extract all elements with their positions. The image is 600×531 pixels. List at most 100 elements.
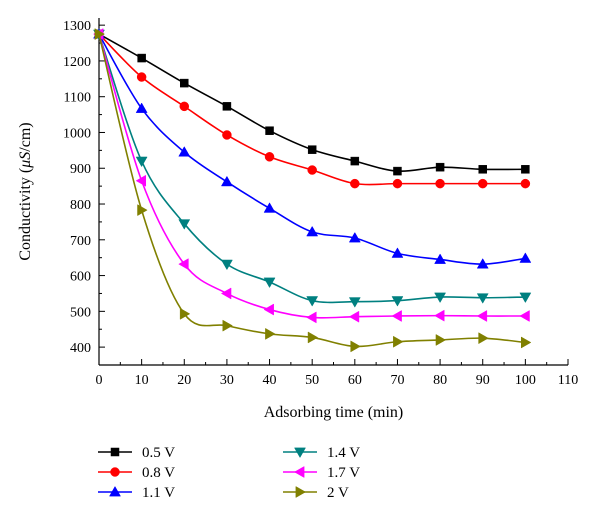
data-point [94, 28, 106, 41]
data-point [435, 178, 445, 189]
x-tick-label: 20 [177, 373, 191, 388]
x-tick-label: 70 [390, 373, 404, 388]
data-point [306, 296, 319, 307]
data-point [307, 145, 317, 154]
data-point [519, 310, 530, 322]
data-point [137, 204, 148, 217]
data-point [220, 259, 233, 271]
legend-item: 2 V [283, 485, 349, 501]
data-point [306, 225, 319, 237]
y-tick-label: 400 [70, 341, 91, 356]
y-axis-title: Conductivity (μS/cm) [17, 122, 34, 260]
y-tick-label: 800 [70, 198, 91, 213]
x-tick-label: 80 [433, 373, 447, 388]
data-point [263, 277, 276, 289]
y-tick-label: 1300 [63, 19, 91, 34]
x-tick-label: 60 [348, 373, 362, 388]
data-point [135, 174, 147, 187]
data-point [519, 252, 532, 263]
legend-label: 1.7 V [327, 465, 360, 481]
series-line [98, 33, 526, 304]
y-tick-label: 900 [70, 162, 91, 177]
legend-marker [109, 485, 121, 497]
data-point [391, 310, 402, 322]
legend-label: 2 V [327, 485, 349, 501]
legend-marker [294, 447, 306, 459]
legend-item: 0.5 V [98, 445, 175, 461]
y-axis-title-part: μS [17, 152, 34, 169]
data-point [350, 156, 360, 166]
data-point [478, 165, 487, 174]
data-point [264, 152, 275, 162]
data-point [137, 53, 146, 63]
data-point [520, 178, 531, 189]
x-axis-title: Adsorbing time (min) [264, 404, 404, 421]
data-point [179, 101, 190, 112]
series-layer [92, 28, 532, 353]
x-tick-label: 30 [220, 373, 234, 388]
y-tick-label: 1100 [64, 91, 91, 106]
legend-label: 1.4 V [327, 445, 360, 461]
series-line [98, 33, 526, 186]
data-point [434, 292, 447, 304]
y-tick-label: 700 [70, 234, 91, 249]
x-tick-label: 110 [558, 373, 578, 388]
y-tick-label: 1200 [63, 55, 91, 70]
data-point [222, 319, 233, 332]
y-tick-label: 500 [70, 305, 91, 320]
data-point [265, 327, 276, 340]
data-point [348, 232, 361, 243]
data-point [435, 162, 445, 172]
data-point [220, 287, 232, 300]
data-point [135, 102, 148, 113]
data-point [392, 178, 403, 189]
data-point [476, 310, 488, 322]
data-point [477, 178, 488, 189]
legend-label: 0.8 V [142, 465, 175, 481]
data-point [391, 296, 404, 307]
legend-label: 0.5 V [142, 445, 175, 461]
legend-marker [295, 486, 307, 498]
series-line [98, 33, 526, 319]
y-tick-label: 1000 [63, 126, 91, 141]
data-point [350, 178, 360, 189]
legend-item: 1.4 V [283, 445, 360, 461]
data-point [179, 307, 191, 320]
data-point [180, 78, 189, 88]
series [94, 29, 530, 176]
y-axis-title-part: /cm) [17, 122, 34, 151]
data-point [393, 335, 404, 348]
x-tick-label: 100 [515, 373, 536, 388]
plot-axes: 0 10 20 30 40 50 60 70 80 90 100 110 400 500 600 700 800… [63, 18, 578, 388]
series [93, 28, 532, 269]
data-point [307, 165, 317, 175]
legend-marker [293, 466, 305, 478]
data-point [348, 310, 360, 323]
data-point [476, 258, 489, 269]
data-point [478, 332, 489, 345]
legend-item: 1.7 V [283, 465, 360, 481]
data-point [348, 297, 361, 308]
data-point [263, 303, 274, 316]
data-point [306, 311, 317, 324]
series [94, 29, 531, 189]
legend: 0.5 V 0.8 V 1.1 V 1.4 V 1.7 V 2 V [98, 445, 360, 501]
data-point [178, 219, 191, 230]
data-point [391, 247, 404, 258]
data-point [434, 309, 445, 322]
legend-item: 1.1 V [98, 485, 175, 501]
data-point [178, 258, 189, 271]
data-point [222, 130, 232, 140]
data-point [434, 253, 447, 264]
data-point [307, 331, 319, 344]
data-point [435, 334, 447, 346]
legend-marker [110, 467, 120, 477]
series [94, 28, 532, 353]
y-tick-label: 600 [70, 270, 91, 285]
data-point [135, 156, 148, 168]
data-point [136, 72, 147, 82]
y-axis-title-part: Conductivity ( [17, 168, 34, 261]
legend-marker [110, 447, 120, 457]
legend-label: 1.1 V [142, 485, 175, 501]
